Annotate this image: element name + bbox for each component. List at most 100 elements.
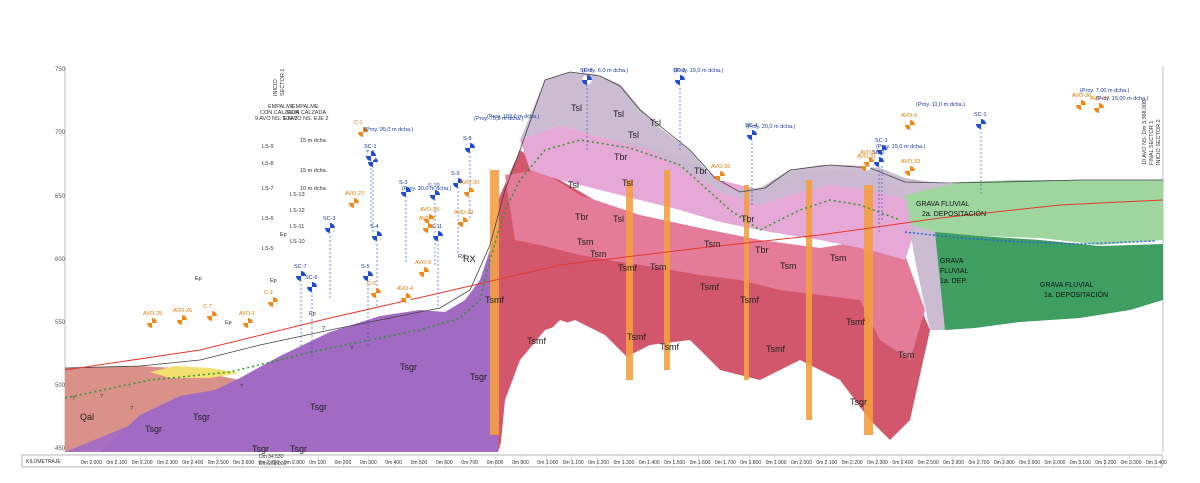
svg-text:GRAVA FLUVIAL: GRAVA FLUVIAL: [916, 201, 970, 208]
chainage-tick-label: 0m 2.700: [259, 460, 280, 466]
svg-text:EMPALME: EMPALME: [292, 104, 319, 110]
unit-label: Tsm: [780, 261, 797, 271]
elev-600: 600: [55, 257, 66, 263]
unit-label: Tsgr: [290, 444, 307, 454]
svg-text:AVO-37: AVO-37: [1090, 96, 1109, 102]
svg-text:CON CALZADA: CON CALZADA: [260, 110, 299, 116]
chainage-tick-label: 0m 2.000: [791, 460, 812, 466]
fluvial-2a-label: GRAVA FLUVIAL 2a. DEPOSITACIÓN: [916, 201, 986, 218]
pit-c-2-4: C-2: [264, 290, 278, 307]
unit-label: Tbr: [694, 166, 708, 176]
dikes: [490, 170, 873, 435]
pit-avo-1-3: AVO-1: [239, 311, 255, 328]
svg-text:10 AVO NS. EJE 2: 10 AVO NS. EJE 2: [283, 116, 328, 122]
pit-avo-7-15: AVO-7: [419, 216, 435, 233]
sector-end-right: 10 AVO NS. Dm 3.368.000 FINAL SECTOR 1 I…: [1142, 100, 1162, 165]
chainage-axis-label: KILOMETRAJE: [26, 459, 61, 465]
svg-text:9 AVO NS. EJE 1: 9 AVO NS. EJE 1: [255, 116, 297, 122]
chainage-tick-label: 0m 1.600: [690, 460, 711, 466]
borehole-s-10-10: S-10: [428, 183, 440, 265]
pit-avo-26-1: AVO-26: [173, 308, 192, 325]
chainage-tick-label: 0m 2.900: [1019, 460, 1040, 466]
depth-note: (Proy. 15,0 m dcha.): [876, 144, 926, 150]
empalme-2: EMPALME CON CALZADA 10 AVO NS. EJE 2: [283, 104, 328, 122]
misc-label: ?: [240, 384, 243, 390]
elev-750: 750: [55, 67, 66, 73]
elev-550: 550: [55, 320, 66, 326]
unit-label: Tsl: [613, 214, 624, 224]
unit-label: Tsmf: [740, 295, 759, 305]
well-label: LS-13: [290, 192, 305, 198]
unit-label: RX: [463, 254, 476, 264]
svg-text:AVO-33: AVO-33: [901, 159, 920, 165]
chainage-tick-label: 0m 3.300: [1121, 460, 1142, 466]
unit-labels: Tsl Tsl Tsl Tsl Tsl Tsl Tsl Tbr Tbr Tbr Tbr Tbr Tsm T…: [80, 103, 915, 454]
well-label: LS-7: [262, 186, 274, 192]
svg-text:SC-3: SC-3: [875, 138, 888, 144]
unit-label: Tsl: [628, 130, 639, 140]
svg-text:CON CALZADA: CON CALZADA: [287, 110, 326, 116]
unit-label: Tsm: [898, 350, 915, 360]
chainage-tick-label: 0m 2.200: [842, 460, 863, 466]
chainage-tick-label: 0m 2.700: [969, 460, 990, 466]
chainage-tick-label: 0m 200: [335, 460, 352, 466]
borehole-s-3-13: S-3: [399, 180, 411, 262]
unit-label: Tsm: [577, 237, 594, 247]
depth-note: (Proy. 11,0 m dcha.): [916, 102, 965, 108]
pit-avo-33-13: AVO-33: [901, 159, 920, 176]
well-label: LS-11: [290, 224, 304, 230]
unit-label: Tsgr: [850, 397, 867, 407]
chainage-tick-label: 0m 2.400: [182, 460, 203, 466]
unit-label: Tsl: [568, 180, 579, 190]
yellow-lens: [150, 366, 240, 378]
pit-avo-29-9: AVO-29: [454, 210, 473, 227]
borehole-sc-8-0: SC-8: [580, 68, 593, 150]
depth-note: (Proy. 95,0 m dcha.): [364, 127, 414, 133]
borehole-s-11-11: S-11: [431, 224, 443, 306]
borehole-sc-5-1: SC-5: [673, 68, 686, 150]
depth-note: (Proy. 7,00 m dcha.): [1080, 88, 1130, 94]
chainage-tick-label: 0m 900: [512, 460, 529, 466]
unit-label: Tsmf: [485, 295, 504, 305]
svg-text:SC-4: SC-4: [745, 123, 758, 129]
unit-label: Tsm: [590, 249, 607, 259]
chainage-ticks: 0m 2.000 0m 2.100 0m 2.200 0m 2.300 0m 2.400…: [81, 455, 1167, 467]
empalme-1: EMPALME CON CALZADA 9 AVO NS. EJE 1: [255, 104, 299, 122]
pit-avo-32-12: AVO-32: [711, 164, 730, 181]
svg-text:SC-1: SC-1: [364, 144, 377, 150]
chainage-tick-label: 0m 600: [436, 460, 453, 466]
borehole-sc-1-16: SC-1: [364, 144, 377, 226]
misc-label: ?: [72, 396, 75, 402]
chainage-tick-label: 0m 2.500: [918, 460, 939, 466]
misc-label: Ep: [195, 276, 202, 282]
unit-tsm: [505, 170, 925, 360]
unit-label: Tsgr: [145, 424, 162, 434]
unit-label: Tbr: [575, 212, 589, 222]
svg-text:C-7: C-7: [203, 304, 212, 310]
chainage-tick-label: 0m 2.500: [208, 460, 229, 466]
depth-note: (Proy. 15,00 m dcha.): [1096, 96, 1149, 102]
svg-text:GRAVA: GRAVA: [940, 258, 964, 265]
unit-label: Tsmf: [627, 332, 646, 342]
chainage-split-1: Dm 34.530: [259, 454, 284, 460]
svg-text:AVO-4: AVO-4: [397, 286, 413, 292]
pit-c-1-5: C-1: [354, 120, 368, 137]
unit-label: Tsl: [571, 103, 582, 113]
chainage-tick-label: 0m 1.100: [563, 460, 584, 466]
ground-surface-line: [64, 71, 1163, 369]
svg-text:2a. DEPOSITACIÓN: 2a. DEPOSITACIÓN: [922, 209, 986, 218]
svg-text:SC-2: SC-2: [872, 150, 885, 156]
fluvial-1a-short-label: GRAVA FLUVIAL 1a. DEP.: [940, 258, 969, 285]
svg-text:S-5: S-5: [361, 264, 370, 270]
borehole-sc-3-17: SC-3: [323, 216, 336, 298]
unit-label: Tsmf: [660, 342, 679, 352]
borehole-s-2-12: S-2: [366, 150, 378, 232]
unit-label: Tbr: [755, 245, 769, 255]
chainage-tick-label: 0m 2.100: [816, 460, 837, 466]
svg-text:S-8: S-8: [463, 136, 472, 142]
unit-label: Tsl: [650, 118, 661, 128]
well-label: LS-8: [262, 161, 274, 167]
chainage-tick-label: 0m 700: [461, 460, 478, 466]
svg-text:FLUVIAL: FLUVIAL: [940, 268, 969, 275]
